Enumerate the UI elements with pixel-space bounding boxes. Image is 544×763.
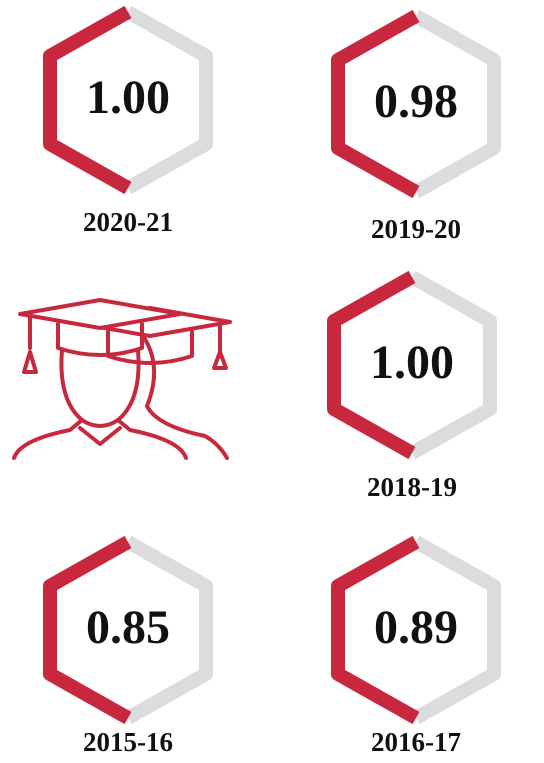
hexagon-right xyxy=(124,535,213,725)
value: 0.85 xyxy=(86,601,170,654)
value: 1.00 xyxy=(86,71,170,124)
year-label: 2015-16 xyxy=(83,727,173,757)
hexagon-right xyxy=(124,5,213,195)
hexagon-right xyxy=(412,535,501,725)
value: 0.89 xyxy=(374,601,458,654)
hexagon-right xyxy=(412,9,501,199)
graduates-icon xyxy=(12,298,232,460)
hexagon-left xyxy=(331,535,420,725)
year-label: 2019-20 xyxy=(371,214,461,244)
hexagon-left xyxy=(331,9,420,199)
hexagon-left xyxy=(43,5,132,195)
value: 1.00 xyxy=(370,336,454,389)
year-label: 2018-19 xyxy=(367,472,457,502)
value: 0.98 xyxy=(374,75,458,128)
hexagon-right xyxy=(408,270,497,460)
hexagon-left xyxy=(43,535,132,725)
hexagon-left xyxy=(327,270,416,460)
year-label: 2020-21 xyxy=(83,207,173,237)
year-label: 2016-17 xyxy=(371,727,461,757)
